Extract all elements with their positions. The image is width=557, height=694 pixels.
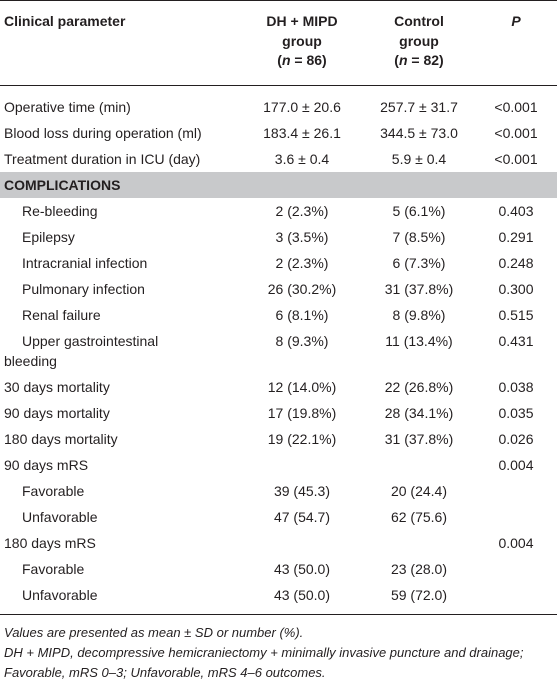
top-rule [0,0,557,1]
section-complications: COMPLICATIONS [0,172,557,198]
header-p-value: P [511,13,521,29]
table-footnotes: Values are presented as mean ± SD or num… [0,623,557,683]
table-row-90-days-mortality: 90 days mortality 17 (19.8%) 28 (34.1%) … [4,405,534,421]
footnote-values: Values are presented as mean ± SD or num… [4,625,304,640]
table-row-upper-gi-bleeding: Upper gastrointestinal bleeding 8 (9.3%) … [4,333,534,369]
table-row-operative-time: Operative time (min) 177.0 ± 20.6 257.7 … [4,99,538,115]
table-row-renal-failure: Renal failure 6 (8.1%) 8 (9.8%) 0.515 [22,307,534,323]
table-row-rebleeding: Re-bleeding 2 (2.3%) 5 (6.1%) 0.403 [22,203,534,219]
footnote-abbreviations: DH + MIPD, decompressive hemicraniectomy… [4,645,524,680]
table-row-intracranial-infection: Intracranial infection 2 (2.3%) 6 (7.3%)… [22,255,534,271]
upper-gi-bleeding-label: Upper gastrointestinal bleeding [4,333,159,369]
table-row-pulmonary-infection: Pulmonary infection 26 (30.2%) 31 (37.8%… [22,281,534,297]
table-row-90-days-favorable: Favorable 39 (45.3) 20 (24.4) [22,483,448,499]
header-rule [0,85,557,86]
table-row-30-days-mortality: 30 days mortality 12 (14.0%) 22 (26.8%) … [4,379,534,395]
table-row-180-days-mortality: 180 days mortality 19 (22.1%) 31 (37.8%)… [4,431,534,447]
table-row-icu-duration: Treatment duration in ICU (day) 3.6 ± 0.… [4,151,538,167]
header-clinical-parameter: Clinical parameter [4,13,126,29]
table-row-blood-loss: Blood loss during operation (ml) 183.4 ±… [4,125,538,141]
table-row-90-days-unfavorable: Unfavorable 47 (54.7) 62 (75.6) [22,509,448,525]
table-row-180-days-favorable: Favorable 43 (50.0) 23 (28.0) [22,561,448,577]
n-symbol: n [398,52,408,68]
header-control-group: Control group (n = 82) [394,13,444,68]
header-dh-mipd-group: DH + MIPD group (n = 86) [266,13,338,68]
table-row-90-days-mrs: 90 days mRS 0.004 [4,457,534,473]
table-row-180-days-unfavorable: Unfavorable 43 (50.0) 59 (72.0) [22,587,448,603]
table-row-180-days-mrs: 180 days mRS 0.004 [4,535,534,551]
bottom-rule [0,614,557,615]
table-row-epilepsy: Epilepsy 3 (3.5%) 7 (8.5%) 0.291 [22,229,534,245]
table-header: Clinical parameter DH + MIPD group (n = … [0,1,557,85]
n-symbol: n [281,52,291,68]
